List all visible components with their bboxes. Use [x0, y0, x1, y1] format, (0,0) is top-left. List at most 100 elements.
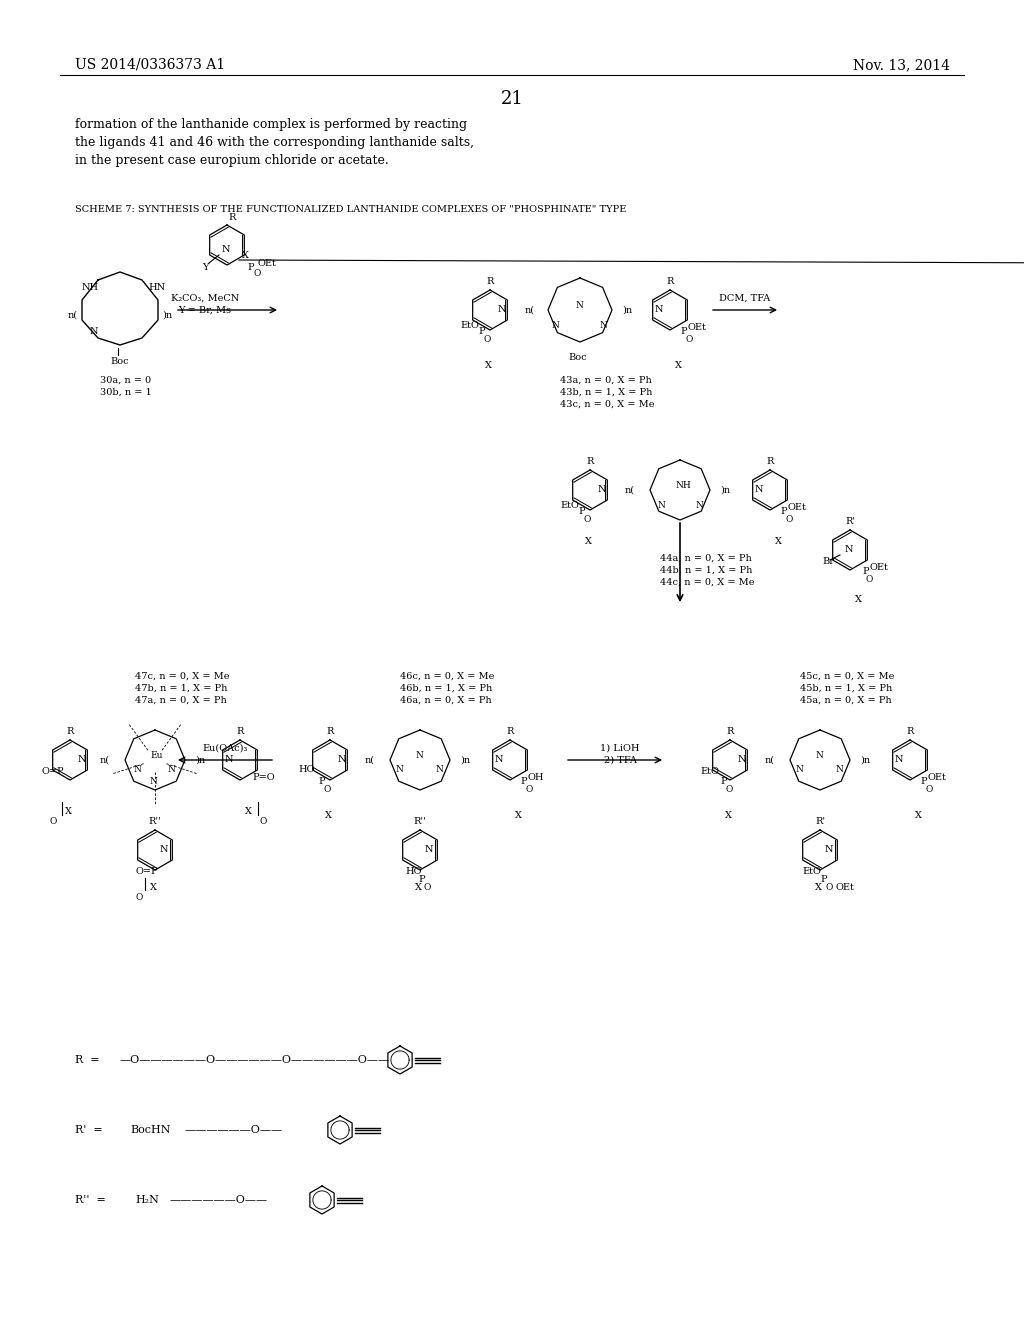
- Text: 21: 21: [501, 90, 523, 108]
- Text: P: P: [318, 777, 325, 787]
- Text: R: R: [228, 214, 236, 223]
- Text: N: N: [695, 500, 702, 510]
- Text: X: X: [245, 808, 252, 817]
- Text: NH: NH: [82, 284, 99, 293]
- Text: O: O: [685, 335, 692, 345]
- Text: X: X: [725, 810, 732, 820]
- Text: O: O: [866, 576, 873, 585]
- Text: 47a, n = 0, X = Ph: 47a, n = 0, X = Ph: [135, 696, 226, 705]
- Text: N: N: [658, 500, 666, 510]
- Text: 47b, n = 1, X = Ph: 47b, n = 1, X = Ph: [135, 684, 227, 693]
- Text: X: X: [150, 883, 157, 892]
- Text: O=P: O=P: [42, 767, 65, 776]
- Text: R: R: [587, 458, 594, 466]
- Text: n(: n(: [365, 755, 375, 764]
- Text: ——————O——: ——————O——: [185, 1125, 283, 1135]
- Text: O: O: [584, 516, 592, 524]
- Text: OEt: OEt: [835, 883, 854, 892]
- Text: R  =: R =: [75, 1055, 99, 1065]
- Text: O: O: [525, 785, 532, 795]
- Text: O: O: [324, 785, 332, 795]
- Text: O: O: [253, 268, 260, 277]
- Text: N: N: [78, 755, 86, 764]
- Text: N: N: [150, 777, 158, 787]
- Text: n(: n(: [525, 305, 536, 314]
- Text: N: N: [425, 846, 433, 854]
- Text: R: R: [667, 277, 674, 286]
- Text: 45a, n = 0, X = Ph: 45a, n = 0, X = Ph: [800, 696, 892, 705]
- Text: P: P: [862, 568, 868, 577]
- Text: O=P: O=P: [135, 867, 158, 876]
- Text: EtO: EtO: [802, 867, 821, 876]
- Text: BocHN: BocHN: [130, 1125, 171, 1135]
- Text: P: P: [720, 777, 727, 787]
- Text: )n: )n: [460, 755, 470, 764]
- Text: Eu(OAc)₃: Eu(OAc)₃: [203, 743, 248, 752]
- Text: N: N: [795, 766, 803, 775]
- Text: OEt: OEt: [688, 323, 707, 333]
- Text: O: O: [925, 785, 933, 795]
- Text: n(: n(: [625, 486, 635, 495]
- Text: N: N: [133, 766, 141, 775]
- Text: 2) TFA: 2) TFA: [603, 755, 637, 764]
- Text: n(: n(: [68, 310, 78, 319]
- Text: )n: )n: [720, 486, 730, 495]
- Text: P: P: [780, 507, 786, 516]
- Text: O: O: [826, 883, 834, 892]
- Text: DCM, TFA: DCM, TFA: [720, 293, 771, 302]
- Text: R'': R'': [148, 817, 162, 826]
- Text: 45b, n = 1, X = Ph: 45b, n = 1, X = Ph: [800, 684, 892, 693]
- Text: O: O: [50, 817, 57, 826]
- Text: n(: n(: [765, 755, 775, 764]
- Text: SCHEME 7: SYNTHESIS OF THE FUNCTIONALIZED LANTHANIDE COMPLEXES OF "PHOSPHINATE" : SCHEME 7: SYNTHESIS OF THE FUNCTIONALIZE…: [75, 205, 627, 214]
- Text: P: P: [520, 777, 526, 787]
- Text: Y = Br, Ms: Y = Br, Ms: [178, 305, 231, 314]
- Text: N: N: [160, 846, 169, 854]
- Text: P: P: [478, 327, 484, 337]
- Text: R: R: [766, 458, 774, 466]
- Text: N: N: [600, 321, 608, 330]
- Text: )n: )n: [860, 755, 870, 764]
- Text: X: X: [415, 883, 422, 892]
- Text: R: R: [506, 727, 514, 737]
- Text: EtO: EtO: [700, 767, 719, 776]
- Text: X: X: [815, 883, 822, 892]
- Text: 45c, n = 0, X = Me: 45c, n = 0, X = Me: [800, 672, 894, 681]
- Text: N: N: [90, 327, 98, 337]
- Text: N: N: [598, 486, 606, 495]
- Text: 47c, n = 0, X = Me: 47c, n = 0, X = Me: [135, 672, 229, 681]
- Text: X: X: [775, 537, 782, 546]
- Text: 44b, n = 1, X = Ph: 44b, n = 1, X = Ph: [660, 565, 753, 574]
- Text: R: R: [67, 727, 74, 737]
- Text: P: P: [680, 327, 687, 337]
- Text: X: X: [915, 810, 922, 820]
- Text: N: N: [435, 766, 442, 775]
- Text: formation of the lanthanide complex is performed by reacting
the ligands 41 and : formation of the lanthanide complex is p…: [75, 117, 474, 168]
- Text: Br: Br: [822, 557, 834, 566]
- Text: P: P: [920, 777, 927, 787]
- Text: P: P: [578, 507, 585, 516]
- Text: X: X: [485, 360, 492, 370]
- Text: 43a, n = 0, X = Ph: 43a, n = 0, X = Ph: [560, 375, 651, 384]
- Text: R': R': [815, 817, 825, 826]
- Text: R: R: [906, 727, 913, 737]
- Text: O: O: [726, 785, 733, 795]
- Text: R'  =: R' =: [75, 1125, 102, 1135]
- Text: 43b, n = 1, X = Ph: 43b, n = 1, X = Ph: [560, 388, 652, 396]
- Text: R''  =: R'' =: [75, 1195, 105, 1205]
- Text: )n: )n: [195, 755, 205, 764]
- Text: N: N: [815, 751, 823, 759]
- Text: N: N: [738, 755, 746, 764]
- Text: N: N: [415, 751, 423, 759]
- Text: X: X: [65, 808, 72, 817]
- Text: US 2014/0336373 A1: US 2014/0336373 A1: [75, 58, 225, 73]
- Text: O: O: [135, 894, 142, 903]
- Text: OEt: OEt: [257, 259, 275, 268]
- Text: EtO: EtO: [560, 500, 579, 510]
- Text: R: R: [486, 277, 494, 286]
- Text: ——————O——: ——————O——: [170, 1195, 268, 1205]
- Text: Nov. 13, 2014: Nov. 13, 2014: [853, 58, 950, 73]
- Text: N: N: [552, 321, 560, 330]
- Text: Eu: Eu: [150, 751, 163, 759]
- Text: O: O: [484, 335, 492, 345]
